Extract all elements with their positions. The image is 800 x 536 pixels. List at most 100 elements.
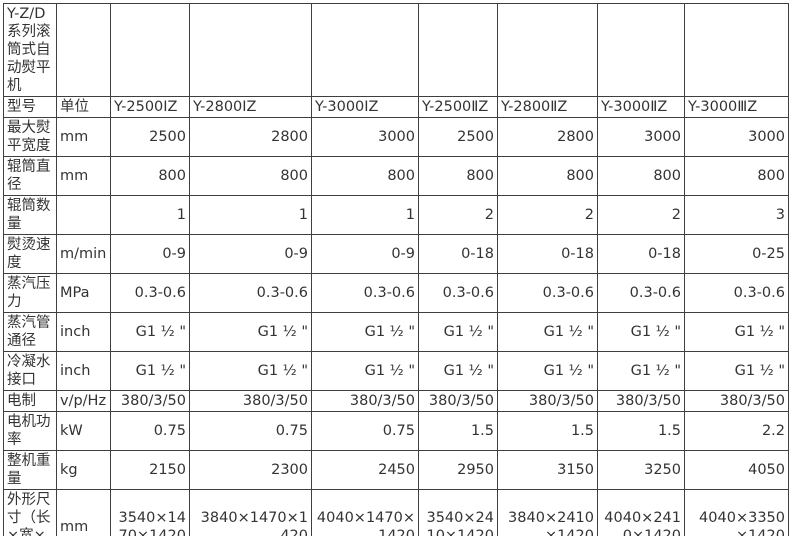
cell-value: 0-9	[189, 234, 312, 274]
empty-cell	[56, 3, 111, 97]
row-label: 最大熨平宽度	[3, 117, 57, 157]
cell-value: 3000	[311, 117, 419, 157]
cell-value: 0.75	[311, 411, 419, 451]
header-model: Y-3000ⅠZ	[311, 96, 419, 118]
cell-value: 2800	[189, 117, 312, 157]
empty-cell	[110, 3, 190, 97]
cell-value: 0-18	[418, 234, 498, 274]
cell-value: G1 ½ "	[684, 351, 789, 391]
table-row: 整机重量 kg 2150 2300 2450 2950 3150 3250 4050	[3, 450, 789, 490]
cell-value: 2800	[497, 117, 598, 157]
cell-value: 2	[497, 195, 598, 235]
cell-value: 0.75	[110, 411, 190, 451]
cell-value: 1.5	[597, 411, 685, 451]
cell-value: 3	[684, 195, 789, 235]
cell-value: G1 ½ "	[597, 312, 685, 352]
cell-value: 800	[418, 156, 498, 196]
cell-value: 0-18	[597, 234, 685, 274]
cell-value: G1 ½ "	[497, 351, 598, 391]
row-unit: inch	[56, 312, 111, 352]
empty-cell	[189, 3, 312, 97]
empty-cell	[597, 3, 685, 97]
table-row: 辊筒直径 mm 800 800 800 800 800 800 800	[3, 156, 789, 196]
cell-value: 380/3/50	[189, 390, 312, 412]
cell-value: 2.2	[684, 411, 789, 451]
row-label: 整机重量	[3, 450, 57, 490]
row-label: 外形尺寸（长×宽×高）	[3, 489, 57, 536]
cell-value: 3540×1470×1420	[110, 489, 190, 536]
table-row: 电机功率 kW 0.75 0.75 0.75 1.5 1.5 1.5 2.2	[3, 411, 789, 451]
cell-value: 0.75	[189, 411, 312, 451]
cell-value: G1 ½ "	[110, 351, 190, 391]
row-label: 熨烫速度	[3, 234, 57, 274]
cell-value: 1	[110, 195, 190, 235]
cell-value: 0.3-0.6	[311, 273, 419, 313]
cell-value: 0-9	[110, 234, 190, 274]
table-title-cell: Y-Z/D系列滚筒式自动熨平机	[3, 3, 57, 97]
table-row: 最大熨平宽度 mm 2500 2800 3000 2500 2800 3000 3000	[3, 117, 789, 157]
cell-value: 800	[311, 156, 419, 196]
row-unit: v/p/Hz	[56, 390, 111, 412]
row-label: 辊筒数量	[3, 195, 57, 235]
table-row: 外形尺寸（长×宽×高）mm3540×1470×14203840×1470×142…	[3, 489, 789, 536]
table-row: 熨烫速度 m/min 0-9 0-9 0-9 0-18 0-18 0-18 0-25	[3, 234, 789, 274]
cell-value: 1.5	[497, 411, 598, 451]
header-model: Y-2800ⅠZ	[189, 96, 312, 118]
cell-value: 0-18	[497, 234, 598, 274]
cell-value: 0-9	[311, 234, 419, 274]
cell-value: 4040×2410×1420	[597, 489, 685, 536]
empty-cell	[311, 3, 419, 97]
table-row: 辊筒数量 1 1 1 2 2 2 3	[3, 195, 789, 235]
table-row: 电制 v/p/Hz 380/3/50 380/3/50 380/3/50 380/3/50…	[3, 390, 789, 412]
cell-value: 3000	[597, 117, 685, 157]
cell-value: 0.3-0.6	[189, 273, 312, 313]
cell-value: 3000	[684, 117, 789, 157]
row-unit: MPa	[56, 273, 111, 313]
cell-value: 2	[597, 195, 685, 235]
cell-value: 0.3-0.6	[684, 273, 789, 313]
cell-value: 380/3/50	[497, 390, 598, 412]
cell-value: 4050	[684, 450, 789, 490]
empty-cell	[497, 3, 598, 97]
cell-value: 800	[497, 156, 598, 196]
cell-value: 1	[311, 195, 419, 235]
cell-value: 2	[418, 195, 498, 235]
spec-table: Y-Z/D系列滚筒式自动熨平机 型号 单位 Y-2500ⅠZ Y-2800ⅠZ …	[3, 3, 789, 536]
cell-value: 1	[189, 195, 312, 235]
spec-table-body: 最大熨平宽度 mm 2500 2800 3000 2500 2800 3000 3000 辊筒直径…	[3, 117, 789, 536]
cell-value: 0.3-0.6	[497, 273, 598, 313]
row-unit: kg	[56, 450, 111, 490]
row-unit: mm	[56, 117, 111, 157]
cell-value: 1.5	[418, 411, 498, 451]
header-unit-label: 单位	[56, 96, 111, 118]
header-model-label: 型号	[3, 96, 57, 118]
cell-value: G1 ½ "	[189, 312, 312, 352]
cell-value: 0.3-0.6	[110, 273, 190, 313]
table-head-rows: Y-Z/D系列滚筒式自动熨平机 型号 单位 Y-2500ⅠZ Y-2800ⅠZ …	[3, 3, 789, 118]
empty-cell	[418, 3, 498, 97]
row-label: 电机功率	[3, 411, 57, 451]
table-row: 蒸汽管通径 inch G1 ½ " G1 ½ " G1 ½ " G1 ½ " G1 ½ " G…	[3, 312, 789, 352]
cell-value: G1 ½ "	[189, 351, 312, 391]
table-row: 冷凝水接口 inch G1 ½ " G1 ½ " G1 ½ " G1 ½ " G1 ½ " G…	[3, 351, 789, 391]
header-model: Y-2500ⅠZ	[110, 96, 190, 118]
cell-value: G1 ½ "	[311, 351, 419, 391]
cell-value: G1 ½ "	[597, 351, 685, 391]
table-header-row: 型号 单位 Y-2500ⅠZ Y-2800ⅠZ Y-3000ⅠZ Y-2500Ⅱ…	[3, 96, 789, 118]
row-unit: mm	[56, 156, 111, 196]
cell-value: 380/3/50	[418, 390, 498, 412]
cell-value: 2150	[110, 450, 190, 490]
row-unit	[56, 195, 111, 235]
cell-value: 800	[597, 156, 685, 196]
cell-value: 800	[189, 156, 312, 196]
cell-value: G1 ½ "	[497, 312, 598, 352]
row-label: 蒸汽管通径	[3, 312, 57, 352]
cell-value: 3250	[597, 450, 685, 490]
row-label: 冷凝水接口	[3, 351, 57, 391]
cell-value: 4040×1470×1420	[311, 489, 419, 536]
cell-value: 0.3-0.6	[597, 273, 685, 313]
row-label: 辊筒直径	[3, 156, 57, 196]
cell-value: 380/3/50	[597, 390, 685, 412]
cell-value: 3840×1470×1420	[189, 489, 312, 536]
header-model: Y-2500ⅡZ	[418, 96, 498, 118]
